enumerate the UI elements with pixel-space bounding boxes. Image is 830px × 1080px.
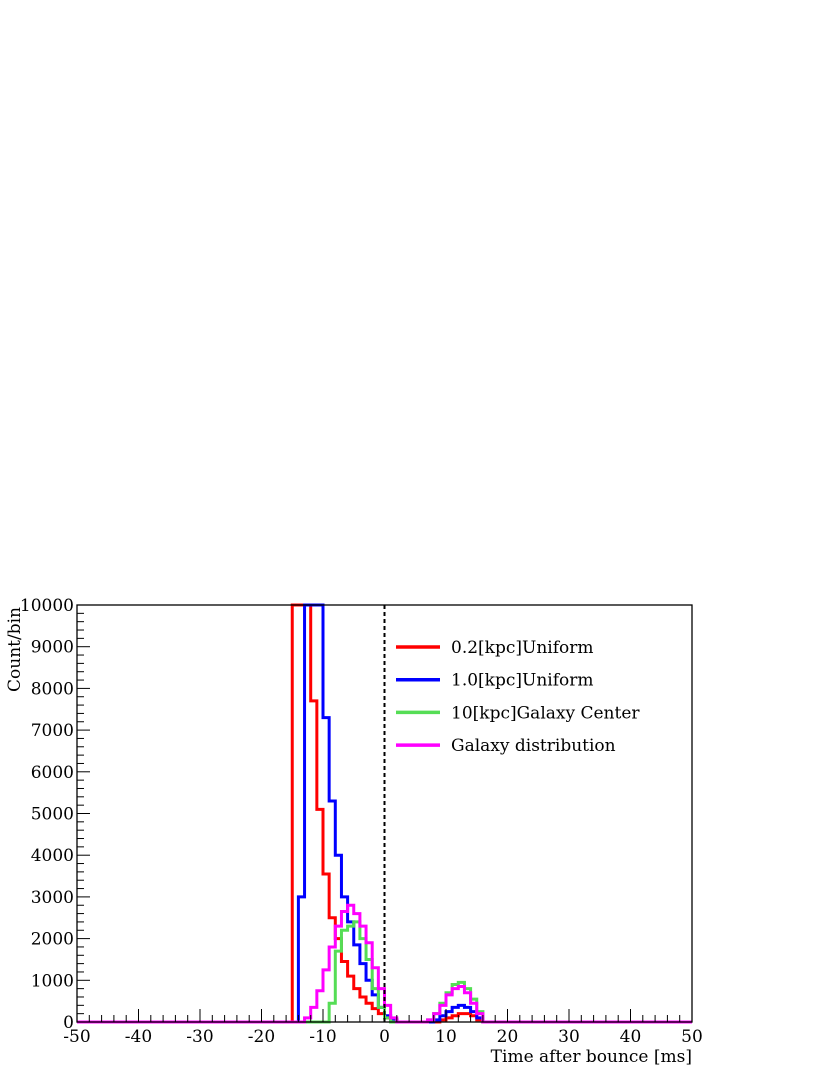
- series-line-1: [77, 603, 692, 1024]
- legend: 0.2[kpc]Uniform 1.0[kpc]Uniform 10[kpc]Gal…: [396, 638, 640, 756]
- y-tick-label: 1000: [31, 971, 74, 991]
- plot-frame: [76, 604, 693, 1023]
- y-tick-label: 9000: [31, 638, 74, 658]
- y-axis-title: Count/bin: [5, 607, 25, 692]
- legend-label-3: 10[kpc]Galaxy Center: [451, 703, 640, 723]
- y-tick-label: 8000: [31, 679, 74, 699]
- legend-label-1: 0.2[kpc]Uniform: [451, 638, 594, 658]
- tick-layer: [76, 604, 693, 1023]
- y-tick-label: 10000: [20, 596, 74, 616]
- x-tick-label: 0: [379, 1027, 390, 1047]
- y-tick-label: 7000: [31, 721, 74, 741]
- x-tick-label: -50: [63, 1027, 90, 1047]
- x-tick-label: 10: [435, 1027, 457, 1047]
- label-layer: -50 -40 -30 -20 -10 0 10 20 30 40 50 0 1000 2000 3000 4…: [20, 596, 703, 1047]
- x-tick-label: 40: [620, 1027, 642, 1047]
- y-tick-label: 6000: [31, 763, 74, 783]
- x-tick-label: -40: [125, 1027, 152, 1047]
- x-tick-label: -10: [309, 1027, 336, 1047]
- series-line-2: [77, 603, 692, 1024]
- x-tick-label: -20: [248, 1027, 275, 1047]
- x-tick-label: -30: [186, 1027, 213, 1047]
- x-tick-label: 20: [497, 1027, 519, 1047]
- legend-label-2: 1.0[kpc]Uniform: [451, 671, 594, 691]
- x-tick-label: 50: [681, 1027, 703, 1047]
- y-tick-label: 4000: [31, 846, 74, 866]
- y-tick-label: 3000: [31, 888, 74, 908]
- y-tick-label: 0: [63, 1013, 74, 1033]
- y-tick-label: 5000: [31, 805, 74, 825]
- y-tick-label: 2000: [31, 930, 74, 950]
- x-tick-label: 30: [558, 1027, 580, 1047]
- legend-label-4: Galaxy distribution: [451, 736, 616, 756]
- series-layer: [77, 603, 692, 1024]
- x-axis-title: Time after bounce [ms]: [491, 1047, 692, 1067]
